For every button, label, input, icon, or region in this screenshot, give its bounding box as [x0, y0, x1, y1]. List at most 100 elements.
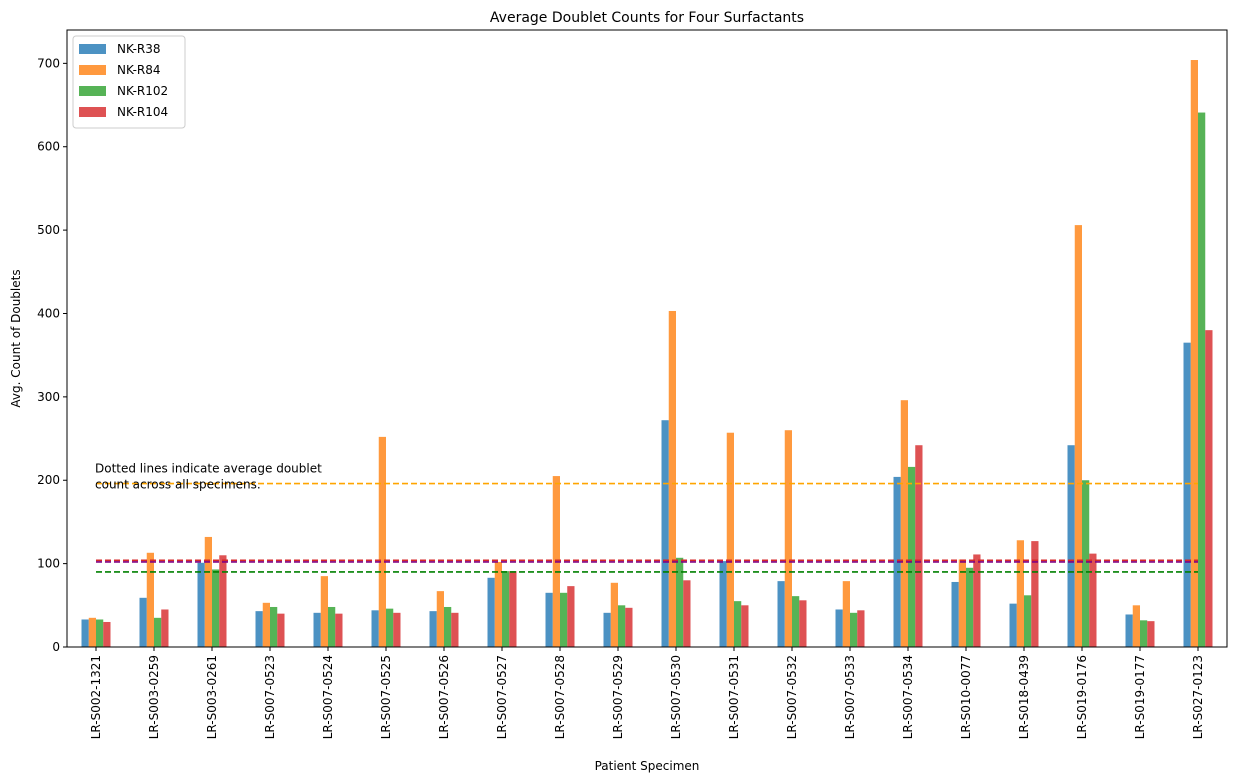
- y-tick-label-500: 500: [37, 223, 60, 237]
- x-tick-label-lr-s007-0532: LR-S007-0532: [785, 655, 799, 739]
- bar-nk-r102-lr-s007-0534: [908, 466, 916, 647]
- bar-nk-r104-lr-s019-0177: [1147, 621, 1155, 647]
- x-tick-label-lr-s007-0525: LR-S007-0525: [379, 655, 393, 739]
- bar-nk-r84-lr-s007-0525: [378, 436, 386, 647]
- y-axis: 0 100 200 300 400 500 600 700: [37, 56, 67, 654]
- x-tick-label-lr-s007-0530: LR-S007-0530: [669, 655, 683, 739]
- x-tick-label-lr-s007-0524: LR-S007-0524: [321, 655, 335, 739]
- x-tick-label-lr-s002-1321: LR-S002-1321: [89, 655, 103, 739]
- bar-nk-r102-lr-s007-0526: [444, 606, 452, 647]
- bar-nk-r102-lr-s007-0531: [734, 601, 742, 647]
- legend-swatch-nk-r104: [79, 107, 106, 117]
- legend-swatch-nk-r84: [79, 65, 106, 75]
- x-tick-label-lr-s018-0439: LR-S018-0439: [1017, 655, 1031, 739]
- bar-nk-r84-lr-s007-0529: [610, 582, 618, 647]
- y-tick-label-400: 400: [37, 306, 60, 320]
- bar-nk-r38-lr-s010-0077: [951, 581, 959, 647]
- bar-nk-r38-lr-s003-0259: [139, 597, 147, 647]
- bar-nk-r38-lr-s007-0531: [719, 561, 727, 647]
- bar-nk-r38-lr-s007-0526: [429, 611, 437, 647]
- bar-nk-r102-lr-s003-0261: [212, 569, 220, 647]
- bar-nk-r38-lr-s019-0176: [1067, 445, 1075, 647]
- bar-nk-r104-lr-s007-0530: [683, 580, 691, 647]
- bar-nk-r84-lr-s003-0261: [204, 536, 212, 647]
- bar-nk-r102-lr-s007-0527: [502, 571, 510, 647]
- bar-nk-r84-lr-s007-0534: [900, 400, 908, 647]
- bars-group: [81, 60, 1213, 647]
- bar-nk-r104-lr-s007-0529: [625, 607, 633, 647]
- y-tick-label-0: 0: [52, 640, 60, 654]
- bar-nk-r102-lr-s007-0524: [328, 606, 336, 647]
- bar-nk-r102-lr-s007-0530: [676, 557, 684, 647]
- x-tick-label-lr-s007-0529: LR-S007-0529: [611, 655, 625, 739]
- legend-label-nk-r38: NK-R38: [117, 42, 161, 56]
- bar-nk-r104-lr-s007-0533: [857, 610, 865, 647]
- bar-nk-r84-lr-s007-0527: [494, 561, 502, 647]
- bar-nk-r38-lr-s007-0524: [313, 612, 321, 647]
- bar-nk-r104-lr-s007-0531: [741, 605, 749, 647]
- bar-nk-r38-lr-s007-0528: [545, 592, 553, 647]
- x-tick-label-lr-s007-0534: LR-S007-0534: [901, 655, 915, 739]
- legend-label-nk-r104: NK-R104: [117, 105, 168, 119]
- bar-nk-r104-lr-s010-0077: [973, 554, 981, 647]
- plot-frame: [66, 29, 1228, 648]
- bar-nk-r102-lr-s007-0523: [270, 606, 278, 647]
- bar-nk-r38-lr-s003-0261: [197, 562, 205, 647]
- bar-nk-r104-lr-s018-0439: [1031, 541, 1039, 647]
- bar-nk-r38-lr-s007-0529: [603, 612, 611, 647]
- bar-nk-r84-lr-s007-0531: [726, 432, 734, 647]
- annotation-line-1: Dotted lines indicate average doublet: [95, 462, 322, 476]
- x-tick-label-lr-s007-0531: LR-S007-0531: [727, 655, 741, 739]
- bar-nk-r104-lr-s007-0525: [393, 612, 401, 647]
- x-tick-label-lr-s010-0077: LR-S010-0077: [959, 655, 973, 739]
- legend-swatch-nk-r38: [79, 44, 106, 54]
- x-tick-label-lr-s007-0528: LR-S007-0528: [553, 655, 567, 739]
- bar-nk-r104-lr-s007-0534: [915, 445, 923, 647]
- legend-box: [72, 35, 186, 129]
- reference-lines-group: [96, 482, 1198, 573]
- x-tick-label-lr-s003-0261: LR-S003-0261: [205, 655, 219, 739]
- x-tick-label-lr-s019-0177: LR-S019-0177: [1133, 655, 1147, 739]
- y-tick-label-100: 100: [37, 557, 60, 571]
- bar-nk-r38-lr-s007-0527: [487, 577, 495, 647]
- bar-nk-r38-lr-s027-0123: [1183, 342, 1191, 647]
- bar-nk-r38-lr-s018-0439: [1009, 603, 1017, 647]
- chart-title: Average Doublet Counts for Four Surfacta…: [490, 10, 804, 26]
- bar-nk-r102-lr-s019-0176: [1082, 480, 1090, 647]
- annotation-line-2: count across all specimens.: [95, 478, 261, 492]
- bar-nk-r84-lr-s007-0532: [784, 430, 792, 647]
- bar-nk-r102-lr-s007-0533: [850, 612, 858, 647]
- bar-nk-r104-lr-s002-1321: [103, 621, 111, 647]
- bar-nk-r84-lr-s003-0259: [146, 552, 154, 647]
- y-axis-label: Avg. Count of Doublets: [9, 269, 23, 407]
- bar-nk-r38-lr-s002-1321: [81, 619, 89, 647]
- legend-label-nk-r84: NK-R84: [117, 63, 161, 77]
- x-tick-label-lr-s007-0527: LR-S007-0527: [495, 655, 509, 739]
- bar-nk-r104-lr-s027-0123: [1205, 330, 1213, 647]
- bar-nk-r102-lr-s007-0528: [560, 592, 568, 647]
- bar-nk-r104-lr-s003-0259: [161, 609, 169, 647]
- x-axis-label: Patient Specimen: [595, 759, 700, 773]
- bar-nk-r84-lr-s002-1321: [88, 617, 96, 647]
- bar-nk-r38-lr-s007-0523: [255, 611, 263, 647]
- bar-nk-r38-lr-s007-0525: [371, 610, 379, 647]
- bar-nk-r38-lr-s007-0533: [835, 609, 843, 647]
- bar-nk-r84-lr-s010-0077: [958, 559, 966, 647]
- bar-nk-r102-lr-s010-0077: [966, 567, 974, 647]
- bar-nk-r102-lr-s007-0525: [386, 608, 394, 647]
- bar-nk-r84-lr-s019-0177: [1132, 605, 1140, 647]
- legend: NK-R38 NK-R84 NK-R102 NK-R104: [72, 35, 186, 129]
- bar-nk-r84-lr-s007-0523: [262, 602, 270, 647]
- x-tick-label-lr-s007-0533: LR-S007-0533: [843, 655, 857, 739]
- x-axis: LR-S002-1321 LR-S003-0259 LR-S003-0261 LR-S…: [89, 647, 1205, 739]
- bar-nk-r38-lr-s019-0177: [1125, 614, 1133, 647]
- bar-nk-r84-lr-s019-0176: [1074, 225, 1082, 647]
- bar-nk-r102-lr-s007-0529: [618, 605, 626, 647]
- bar-nk-r84-lr-s027-0123: [1190, 60, 1198, 647]
- bar-nk-r84-lr-s018-0439: [1016, 540, 1024, 647]
- bar-nk-r38-lr-s007-0530: [661, 420, 669, 647]
- y-tick-label-700: 700: [37, 56, 60, 70]
- bar-nk-r102-lr-s019-0177: [1140, 620, 1148, 647]
- y-tick-label-300: 300: [37, 390, 60, 404]
